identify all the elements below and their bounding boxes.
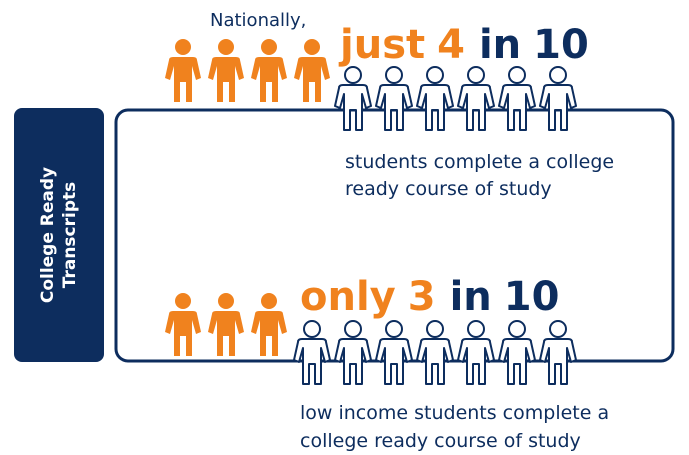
headline: just 4 in 10	[338, 22, 589, 68]
person-outline	[539, 66, 577, 131]
person-highlighted	[251, 39, 287, 102]
person-highlighted	[165, 39, 201, 102]
person-outline	[416, 320, 454, 385]
headline: only 3 in 10	[300, 274, 559, 320]
caption: students complete a college	[345, 151, 614, 173]
person-outline	[457, 320, 495, 385]
person-outline	[334, 66, 372, 131]
side-panel	[14, 108, 104, 362]
caption: ready course of study	[345, 178, 552, 200]
person-outline	[457, 66, 495, 131]
person-highlighted	[294, 39, 330, 102]
person-outline	[293, 320, 331, 385]
count: 4	[437, 22, 465, 68]
connector: in	[450, 274, 492, 320]
person-outline	[334, 320, 372, 385]
qualifier: only	[300, 274, 396, 320]
person-outline	[416, 66, 454, 131]
caption: college ready course of study	[300, 430, 581, 452]
person-highlighted	[165, 293, 201, 356]
qualifier: just	[338, 22, 425, 68]
side-label-line: College Ready	[38, 167, 58, 303]
person-outline	[498, 66, 536, 131]
caption: low income students complete a	[300, 402, 609, 424]
intro: Nationally,	[210, 10, 306, 31]
person-outline	[375, 320, 413, 385]
person-highlighted	[208, 293, 244, 356]
person-outline	[539, 320, 577, 385]
total: 10	[533, 22, 589, 68]
person-highlighted	[251, 293, 287, 356]
person-outline	[498, 320, 536, 385]
total: 10	[504, 274, 560, 320]
count: 3	[408, 274, 436, 320]
pictograms	[165, 39, 577, 385]
person-outline	[375, 66, 413, 131]
connector: in	[479, 22, 521, 68]
side-label-line: Transcripts	[60, 182, 80, 289]
person-highlighted	[208, 39, 244, 102]
side-label: College Ready Transcripts	[38, 167, 80, 303]
